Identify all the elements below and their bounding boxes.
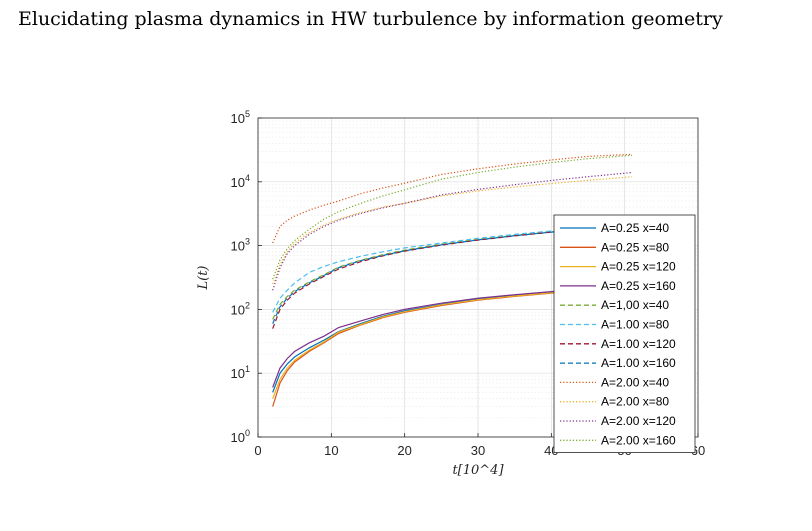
legend-entry: A=0.25 x=160 — [601, 279, 676, 293]
x-tick-label: 10 — [324, 443, 338, 458]
series-line-10 — [272, 171, 633, 291]
series-line-5 — [272, 225, 633, 313]
series-lines — [272, 153, 633, 407]
x-tick-label: 30 — [471, 443, 485, 458]
legend-entry: A=0.25 x=120 — [601, 260, 676, 274]
legend-box — [553, 214, 696, 454]
legend-entry: A=1,00 x=40 — [601, 298, 669, 312]
series-line-9 — [272, 176, 633, 285]
legend-entry: A=0.25 x=40 — [601, 221, 669, 235]
legend-entry: A=1.00 x=120 — [601, 337, 676, 351]
legend-entry: A=2.00 x=80 — [601, 395, 669, 409]
y-tick-label: 101 — [231, 364, 250, 381]
y-tick-label: 104 — [231, 173, 250, 190]
y-ticks: 100 101 102 103 104 105 — [231, 109, 262, 445]
y-tick-label: 100 — [231, 428, 250, 445]
y-tick-label: 102 — [231, 300, 250, 317]
legend: A=0.25 x=40 A=0.25 x=80 A=0.25 x=120 A=0.25… — [553, 214, 696, 454]
series-line-11 — [272, 154, 633, 280]
legend-entry: A=1.00 x=80 — [601, 318, 669, 332]
y-tick-label: 103 — [231, 237, 250, 254]
y-tick-label: 105 — [231, 109, 250, 126]
series-line-2 — [272, 288, 633, 399]
series-line-7 — [272, 226, 633, 324]
y-axis-label: L(t) — [196, 265, 211, 290]
series-line-6 — [272, 226, 633, 329]
legend-entry: A=2.00 x=160 — [601, 433, 676, 447]
legend-entry: A=2.00 x=40 — [601, 375, 669, 389]
x-tick-label: 20 — [397, 443, 411, 458]
legend-entry: A=2.00 x=120 — [601, 414, 676, 428]
legend-entry: A=1.00 x=160 — [601, 356, 676, 370]
legend-entry: A=0.25 x=80 — [601, 240, 669, 254]
series-line-3 — [272, 287, 633, 388]
running-header: Elucidating plasma dynamics in HW turbul… — [18, 8, 723, 30]
x-tick-label: 0 — [254, 443, 261, 458]
x-axis-label: t[10^4] — [452, 463, 504, 478]
